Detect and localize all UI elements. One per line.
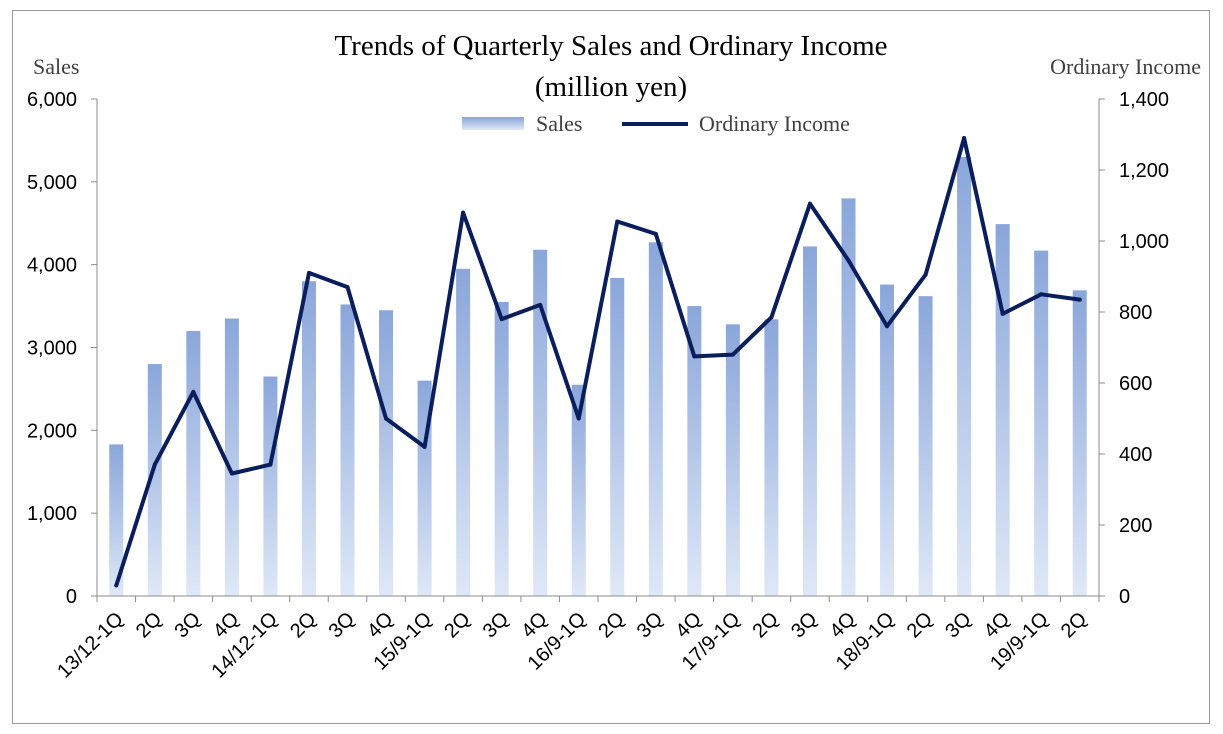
x-tick-label: 2Q	[440, 608, 474, 642]
y-tick-label-left: 2,000	[27, 420, 77, 442]
sales-bar	[687, 306, 702, 596]
ordinary-income-point	[422, 444, 427, 449]
x-tick-label: 3Q	[479, 608, 513, 642]
ordinary-income-point	[653, 231, 658, 236]
ordinary-income-point	[191, 389, 196, 394]
ordinary-income-point	[1077, 297, 1082, 302]
y-tick-label-right: 1,000	[1119, 231, 1169, 253]
y-tick-label-left: 5,000	[27, 172, 77, 194]
sales-bar	[494, 301, 509, 596]
x-tick-label: 2Q	[749, 608, 783, 642]
x-tick-label: 2Q	[286, 608, 320, 642]
sales-bar	[1034, 250, 1049, 596]
legend-sales-swatch	[462, 117, 524, 130]
sales-bar	[263, 376, 278, 596]
ordinary-income-point	[576, 416, 581, 421]
x-tick-label: 3Q	[633, 608, 667, 642]
x-tick-label: 3Q	[941, 608, 975, 642]
y-tick-label-left: 4,000	[27, 255, 77, 277]
ordinary-income-point	[461, 210, 466, 215]
sales-bar	[456, 268, 471, 596]
ordinary-income-point	[730, 352, 735, 357]
ordinary-income-point	[962, 136, 967, 141]
ordinary-income-point	[538, 302, 543, 307]
ordinary-income-point	[769, 315, 774, 320]
legend-income-label: Ordinary Income	[699, 111, 850, 136]
x-tick-label: 2Q	[1057, 608, 1091, 642]
sales-bar	[995, 224, 1010, 596]
y-tick-label-right: 1,200	[1119, 160, 1169, 182]
ordinary-income-point	[499, 317, 504, 322]
sales-bar	[186, 330, 201, 596]
ordinary-income-point	[923, 272, 928, 277]
y-tick-label-left: 3,000	[27, 338, 77, 360]
chart-subtitle: (million yen)	[535, 71, 687, 103]
sales-bar	[571, 384, 586, 596]
sales-bar	[764, 319, 779, 596]
x-tick-label: 13/12-1Q	[53, 608, 128, 683]
sales-bar	[802, 246, 817, 596]
x-tick-label: 2Q	[132, 608, 166, 642]
ordinary-income-point	[384, 416, 389, 421]
y-tick-label-right: 600	[1119, 373, 1152, 395]
y-tick-label-right: 800	[1119, 302, 1152, 324]
x-tick-label: 3Q	[787, 608, 821, 642]
ordinary-income-point	[229, 471, 234, 476]
sales-bar	[224, 318, 239, 596]
chart-title: Trends of Quarterly Sales and Ordinary I…	[334, 30, 887, 62]
ordinary-income-point	[846, 258, 851, 263]
sales-bar	[147, 364, 162, 596]
y-tick-label-right: 400	[1119, 444, 1152, 466]
sales-bar	[301, 281, 316, 596]
sales-bar	[918, 296, 933, 596]
sales-bar	[841, 198, 856, 596]
ordinary-income-point	[885, 324, 890, 329]
ordinary-income-point	[345, 285, 350, 290]
x-tick-label: 3Q	[170, 608, 204, 642]
plot-area: 0 1,000 2,000 3,000 4,000 5,000 6,000 0 200 400 60…	[27, 89, 1169, 683]
y-tick-label-right: 1,400	[1119, 89, 1169, 111]
ordinary-income-line	[114, 136, 1082, 588]
x-tick-label: 3Q	[325, 608, 359, 642]
ordinary-income-point	[268, 462, 273, 467]
y-axis-left-label: Sales	[33, 54, 79, 79]
ordinary-income-point	[1039, 292, 1044, 297]
sales-bar	[1072, 290, 1087, 596]
ordinary-income-point	[1000, 311, 1005, 316]
sales-bar	[725, 324, 740, 596]
ordinary-income-point	[152, 462, 157, 467]
y-tick-label-right: 200	[1119, 515, 1152, 537]
sales-bar	[610, 277, 625, 596]
sales-bar	[340, 304, 355, 596]
sales-bar	[379, 310, 394, 596]
y-tick-label-left: 0	[66, 586, 77, 608]
y-tick-label-left: 6,000	[27, 89, 77, 111]
sales-bar	[648, 242, 663, 596]
ordinary-income-point	[114, 583, 119, 588]
y-axis-right-label: Ordinary Income	[1050, 54, 1201, 79]
legend-sales-label: Sales	[536, 111, 582, 136]
y-tick-label-right: 0	[1119, 586, 1130, 608]
sales-bar	[880, 284, 895, 596]
x-tick-label: 2Q	[903, 608, 937, 642]
ordinary-income-point	[306, 270, 311, 275]
ordinary-income-point	[615, 219, 620, 224]
y-tick-label-left: 1,000	[27, 503, 77, 525]
sales-bar	[957, 156, 972, 596]
ordinary-income-point	[692, 354, 697, 359]
sales-bar	[109, 444, 124, 596]
sales-bar	[533, 249, 548, 597]
ordinary-income-point	[807, 201, 812, 206]
x-tick-label: 2Q	[594, 608, 628, 642]
